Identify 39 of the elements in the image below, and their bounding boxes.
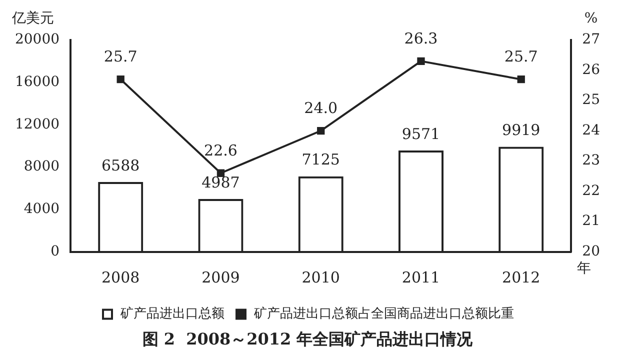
y-tick-label: 12000	[14, 116, 60, 132]
y2-tick-label: 20	[582, 243, 600, 260]
data-label: 26.3	[404, 30, 438, 48]
data-label: 24.0	[304, 99, 338, 118]
y-tick-label: 4000	[24, 201, 60, 218]
y2-tick-label: 24	[582, 122, 600, 138]
data-label: 22.6	[204, 142, 238, 160]
data-label: 4987	[202, 173, 240, 192]
y-axis-title: 亿美元	[11, 10, 54, 27]
data-label: 25.7	[104, 48, 138, 66]
x-tick-label: 2010	[302, 268, 340, 287]
point	[317, 126, 325, 135]
point	[417, 57, 425, 66]
y2-axis-title: %	[584, 10, 598, 27]
data-label: 9571	[402, 124, 440, 143]
y2-tick-label: 21	[582, 213, 600, 230]
legend-label: 矿产品进出口总额	[120, 306, 224, 322]
data-label: 25.7	[504, 48, 538, 66]
y2-tick-label: 25	[582, 92, 600, 108]
x-tick-label: 2012	[502, 268, 540, 287]
point	[116, 76, 124, 84]
data-label: 9919	[502, 121, 540, 140]
x-axis-title: 年	[577, 260, 592, 276]
y-tick-label: 16000	[14, 74, 60, 90]
data-label: 7125	[302, 150, 340, 169]
data-label: 6588	[102, 156, 140, 174]
y2-tick-label: 27	[582, 32, 600, 48]
y-tick-label: 0	[50, 243, 60, 260]
point	[517, 76, 525, 84]
y2-tick-label: 26	[582, 62, 600, 78]
y-tick-label: 8000	[24, 158, 60, 175]
y-tick-label: 20000	[14, 32, 60, 48]
legend-label: 矿产品进出口总额占全国商品进出口总额比重	[253, 306, 514, 322]
y2-tick-label: 23	[582, 152, 600, 169]
text: 图 2 2008～2012 年全国矿产品进出口情况	[142, 330, 474, 349]
x-tick-label: 2009	[202, 268, 240, 287]
x-tick-label: 2011	[402, 268, 440, 287]
y2-tick-label: 22	[582, 182, 600, 199]
x-tick-label: 2008	[102, 268, 140, 287]
